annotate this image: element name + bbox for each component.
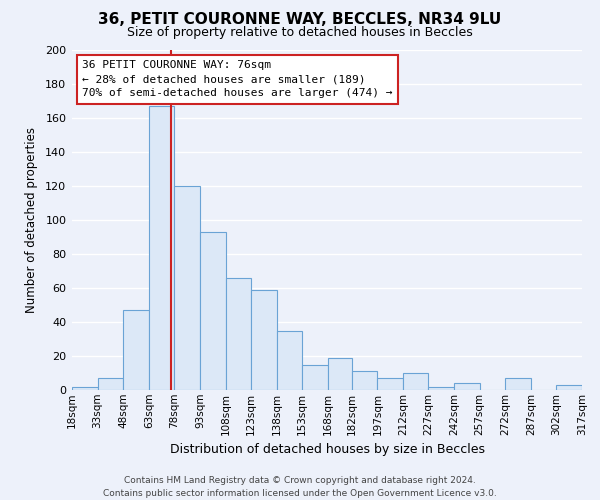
Bar xyxy=(302,364,328,390)
Bar xyxy=(200,232,226,390)
Bar xyxy=(556,385,582,390)
Bar xyxy=(123,310,149,390)
Text: Contains HM Land Registry data © Crown copyright and database right 2024.
Contai: Contains HM Land Registry data © Crown c… xyxy=(103,476,497,498)
Bar xyxy=(98,378,123,390)
Bar xyxy=(505,378,531,390)
Bar xyxy=(328,358,352,390)
Bar xyxy=(72,386,98,390)
Bar xyxy=(377,378,403,390)
Y-axis label: Number of detached properties: Number of detached properties xyxy=(25,127,38,313)
Bar xyxy=(149,106,175,390)
Bar xyxy=(352,372,377,390)
Bar xyxy=(277,330,302,390)
X-axis label: Distribution of detached houses by size in Beccles: Distribution of detached houses by size … xyxy=(170,443,485,456)
Bar xyxy=(454,383,479,390)
Bar xyxy=(403,373,428,390)
Text: 36 PETIT COURONNE WAY: 76sqm
← 28% of detached houses are smaller (189)
70% of s: 36 PETIT COURONNE WAY: 76sqm ← 28% of de… xyxy=(82,60,392,98)
Bar xyxy=(226,278,251,390)
Bar xyxy=(175,186,200,390)
Text: 36, PETIT COURONNE WAY, BECCLES, NR34 9LU: 36, PETIT COURONNE WAY, BECCLES, NR34 9L… xyxy=(98,12,502,28)
Bar xyxy=(251,290,277,390)
Bar xyxy=(428,386,454,390)
Text: Size of property relative to detached houses in Beccles: Size of property relative to detached ho… xyxy=(127,26,473,39)
